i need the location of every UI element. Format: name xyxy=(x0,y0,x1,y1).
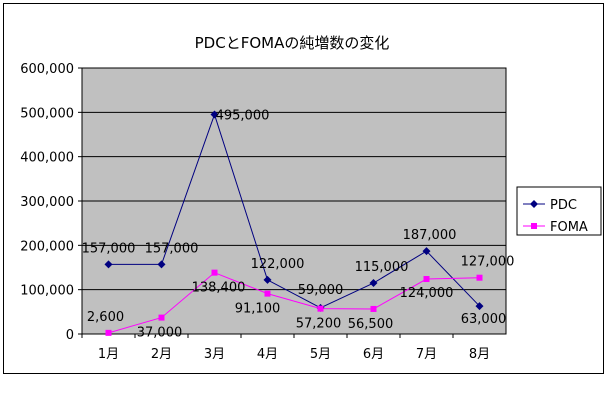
legend-label-foma: FOMA xyxy=(550,220,588,235)
series-lines xyxy=(104,110,484,336)
y-tick-label: 600,000 xyxy=(20,62,74,77)
y-tick-label: 300,000 xyxy=(20,195,74,210)
data-point-foma xyxy=(158,314,165,321)
data-point-foma xyxy=(317,305,324,312)
data-point-pdc xyxy=(263,275,272,284)
gridlines xyxy=(82,111,506,291)
data-point-foma xyxy=(370,305,377,312)
data-point-pdc xyxy=(210,110,219,119)
x-tick-label: 3月 xyxy=(204,347,225,362)
x-tick-label: 4月 xyxy=(257,347,278,362)
axes: 0 100,000 200,000 300,000 400,000 500,000 600,… xyxy=(20,62,490,362)
legend-marker-foma xyxy=(531,223,537,229)
data-label-pdc: 157,000 xyxy=(82,241,136,256)
data-label-foma: 2,600 xyxy=(87,310,124,325)
chart-title: PDCとFOMAの純増数の変化 xyxy=(195,34,390,52)
data-label-foma: 91,100 xyxy=(235,302,281,317)
y-tick-label: 500,000 xyxy=(20,106,74,121)
data-point-pdc xyxy=(422,247,431,256)
data-point-pdc xyxy=(104,260,113,269)
data-point-foma xyxy=(476,274,483,281)
data-label-foma: 37,000 xyxy=(137,326,183,341)
legend-marker-pdc xyxy=(530,200,538,208)
data-point-foma xyxy=(211,269,218,276)
data-label-foma: 138,400 xyxy=(192,281,246,296)
y-tick-label: 200,000 xyxy=(20,239,74,254)
x-tick-label: 6月 xyxy=(363,347,384,362)
chart-frame: PDCとFOMAの純増数の変化 0 100,000 200,000 300,000 40… xyxy=(3,3,604,374)
y-tick-label: 0 xyxy=(66,328,74,343)
data-point-foma xyxy=(264,290,271,297)
data-label-foma: 57,200 xyxy=(296,317,342,332)
data-point-pdc xyxy=(157,260,166,269)
data-label-pdc: 115,000 xyxy=(355,260,409,275)
data-label-pdc: 187,000 xyxy=(403,228,457,243)
x-tick-label: 2月 xyxy=(151,347,172,362)
legend-label-pdc: PDC xyxy=(550,198,577,213)
y-tick-label: 100,000 xyxy=(20,284,74,299)
data-label-pdc: 122,000 xyxy=(251,257,305,272)
data-label-pdc: 63,000 xyxy=(461,312,507,327)
x-tick-label: 5月 xyxy=(310,347,331,362)
x-tick-label: 8月 xyxy=(469,347,490,362)
data-label-pdc: 59,000 xyxy=(298,283,344,298)
data-point-pdc xyxy=(475,302,484,311)
series-line-pdc xyxy=(108,112,480,309)
data-label-foma: 56,500 xyxy=(348,317,394,332)
data-point-pdc xyxy=(369,279,378,288)
series-line-foma xyxy=(108,272,480,334)
legend: PDC FOMA xyxy=(516,186,602,236)
data-labels: 157,000 157,000 495,000 122,000 59,000 115,00… xyxy=(82,109,515,341)
data-point-foma xyxy=(423,276,430,283)
y-tick-label: 400,000 xyxy=(20,151,74,166)
data-label-foma: 127,000 xyxy=(461,255,515,270)
line-chart: PDCとFOMAの純増数の変化 0 100,000 200,000 300,000 40… xyxy=(20,34,602,362)
data-label-pdc: 157,000 xyxy=(145,241,199,256)
data-point-foma xyxy=(105,329,112,336)
data-label-foma: 124,000 xyxy=(400,286,454,301)
x-tick-label: 7月 xyxy=(416,347,437,362)
data-label-pdc: 495,000 xyxy=(216,109,270,124)
x-tick-label: 1月 xyxy=(98,347,119,362)
